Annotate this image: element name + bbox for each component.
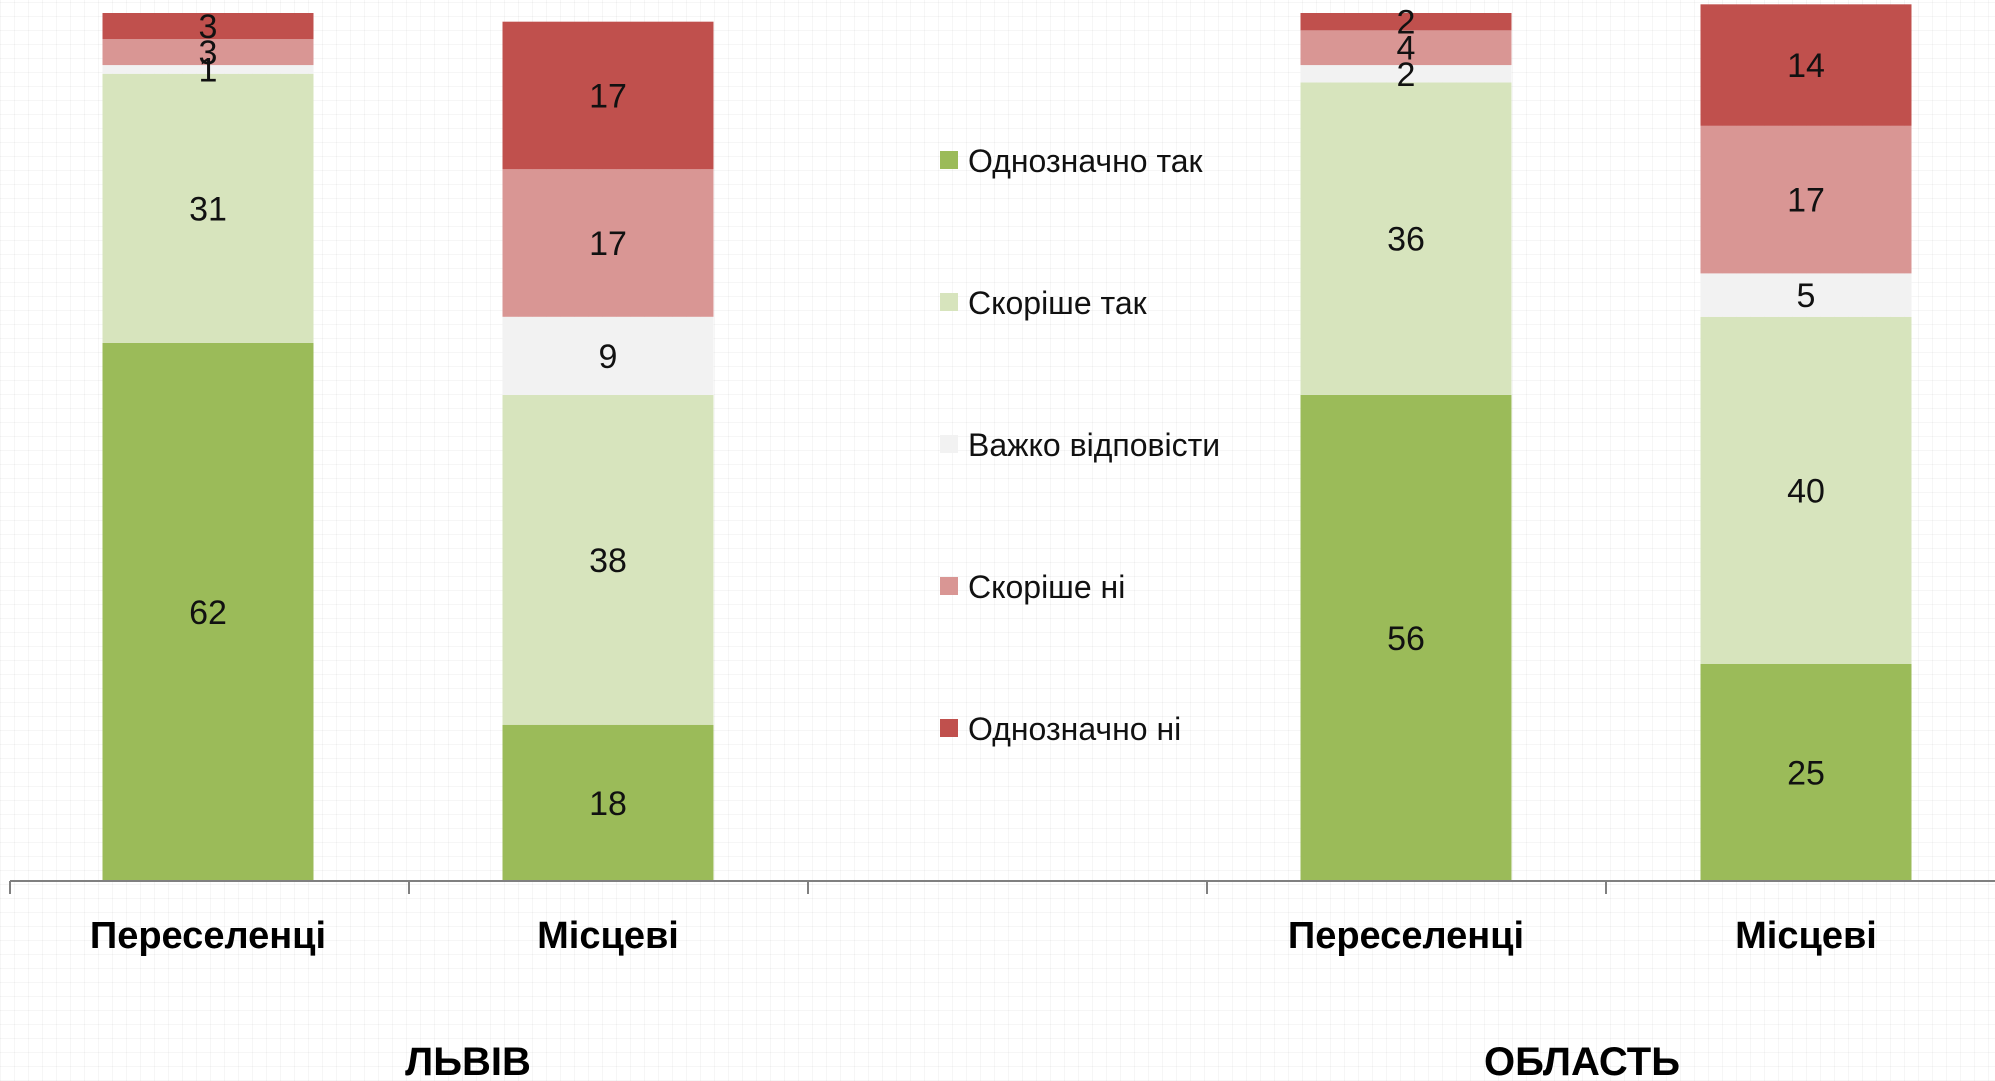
data-label: 14 (1787, 47, 1825, 85)
legend-label: Однозначно ні (968, 711, 1181, 747)
group-label: ОБЛАСТЬ (1484, 1040, 1680, 1081)
x-tick-label: Переселенці (1288, 915, 1524, 957)
data-label: 40 (1787, 472, 1825, 510)
bar-segment-скоріше-ні (1700, 125, 1912, 274)
bar-segment-скоріше-так (1700, 316, 1912, 664)
legend-swatch-важко-відповісти (940, 435, 958, 453)
bar-segment-важко-відповісти (1300, 65, 1512, 83)
bar-segment-скоріше-так (102, 73, 314, 343)
data-label: 17 (589, 225, 627, 263)
group-labels: ЛЬВІВ ОБЛАСТЬ (405, 1040, 1680, 1081)
data-label: 17 (589, 77, 627, 115)
data-label: 36 (1387, 221, 1425, 259)
x-tick-label: Місцеві (1735, 915, 1877, 957)
legend-swatch-однозначно-так (940, 151, 958, 169)
category-labels: Переселенці Місцеві Переселенці Місцеві (90, 915, 1877, 957)
bar-segment-однозначно-ні (502, 21, 714, 170)
legend: Однозначно так Скоріше так Важко відповіст… (940, 143, 1220, 747)
data-label: 62 (189, 594, 227, 632)
data-label: 3 (199, 34, 218, 72)
bar-segment-однозначно-так (502, 724, 714, 881)
group-label: ЛЬВІВ (405, 1040, 531, 1081)
legend-label: Однозначно так (968, 143, 1204, 179)
legend-swatch-однозначно-ні (940, 719, 958, 737)
data-label: 4 (1397, 30, 1416, 68)
data-label: 31 (189, 190, 227, 228)
bar-segment-скоріше-так (502, 394, 714, 725)
bar-segment-однозначно-ні (102, 13, 314, 40)
legend-label: Скоріше так (968, 285, 1148, 321)
bar-segment-однозначно-ні (1700, 4, 1912, 126)
legend-swatch-скоріше-ні (940, 577, 958, 595)
bar-segment-важко-відповісти (102, 65, 314, 74)
bar-segment-скоріше-ні (502, 169, 714, 317)
x-tick-label: Переселенці (90, 915, 326, 957)
data-label: 2 (1397, 4, 1416, 42)
data-label: 17 (1787, 182, 1825, 220)
data-label: 1 (199, 51, 218, 89)
data-label: 9 (599, 338, 618, 376)
data-label: 18 (589, 785, 627, 823)
bar-segment-скоріше-ні (102, 39, 314, 66)
legend-swatch-скоріше-так (940, 293, 958, 311)
bar-segment-скоріше-ні (1300, 30, 1512, 66)
x-axis (9, 880, 1995, 894)
data-label: 3 (199, 8, 218, 46)
bar-segment-скоріше-так (1300, 82, 1512, 395)
bar-segment-однозначно-так (102, 342, 314, 882)
data-label: 2 (1397, 56, 1416, 94)
bar-segment-важко-відповісти (502, 316, 714, 395)
bar-segment-важко-відповісти (1700, 273, 1912, 317)
legend-label: Скоріше ні (968, 569, 1125, 605)
legend-label: Важко відповісти (968, 427, 1220, 463)
bar-segment-однозначно-так (1700, 664, 1912, 881)
data-label: 38 (589, 542, 627, 580)
bar-segment-однозначно-так (1300, 394, 1512, 881)
data-label: 5 (1797, 277, 1816, 315)
bar-segment-однозначно-ні (1300, 13, 1512, 31)
data-label: 56 (1387, 620, 1425, 658)
x-tick-label: Місцеві (537, 915, 679, 957)
data-label: 25 (1787, 755, 1825, 793)
